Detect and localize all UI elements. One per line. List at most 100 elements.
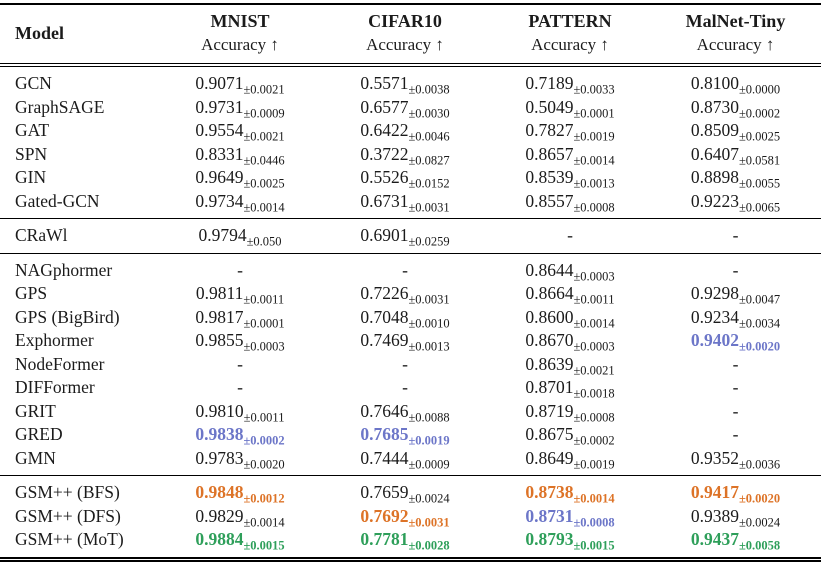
accuracy-value: 0.8600: [525, 306, 574, 327]
accuracy-std: ±0.0001: [243, 316, 285, 330]
accuracy-cell: 0.9884±0.0015: [160, 528, 320, 559]
accuracy-cell: 0.8639±0.0021: [490, 353, 650, 377]
accuracy-std: ±0.0002: [573, 433, 615, 448]
accuracy-cell: -: [402, 377, 408, 397]
accuracy-value: 0.7827: [525, 120, 574, 140]
accuracy-cell: -: [650, 252, 821, 282]
accuracy-cell: 0.8670±0.0003: [490, 329, 650, 353]
accuracy-cell: 0.9810±0.0011: [160, 400, 320, 424]
accuracy-value: 0.8701: [525, 377, 574, 397]
accuracy-value: 0.9554: [195, 120, 244, 140]
accuracy-value: 0.8657: [525, 143, 574, 164]
accuracy-value: 0.8649: [525, 447, 574, 468]
accuracy-cell: 0.9389±0.0024: [650, 505, 821, 529]
accuracy-std: ±0.0014: [573, 153, 615, 167]
accuracy-value: 0.7226: [360, 283, 409, 303]
accuracy-value: 0.8331: [195, 143, 244, 164]
accuracy-cell: 0.9817±0.0001: [160, 306, 320, 330]
accuracy-value: 0.8639: [525, 353, 574, 374]
accuracy-std: ±0.0003: [573, 339, 615, 354]
accuracy-cell: 0.9071±0.0021: [160, 65, 320, 96]
accuracy-value: 0.9389: [690, 505, 739, 526]
column-header-cifar10: CIFAR10 Accuracy ↑: [320, 4, 490, 67]
accuracy-cell: 0.7781±0.0028: [320, 528, 490, 559]
model-name: SPN: [15, 143, 48, 164]
accuracy-cell: 0.8644±0.0003: [490, 252, 650, 282]
accuracy-cell: -: [732, 377, 739, 397]
accuracy-std: ±0.0024: [738, 515, 781, 529]
accuracy-value: 0.7781: [360, 529, 409, 549]
dataset-name: MalNet-Tiny: [685, 11, 786, 31]
accuracy-value: 0.7444: [360, 447, 409, 468]
accuracy-value: 0.8793: [525, 529, 574, 549]
accuracy-value: 0.8731: [525, 505, 574, 526]
accuracy-cell: -: [490, 218, 650, 253]
dataset-name: PATTERN: [528, 11, 612, 31]
accuracy-value: 0.9417: [690, 482, 739, 502]
accuracy-value: 0.7692: [360, 505, 409, 526]
accuracy-cell: 0.7469±0.0013: [320, 329, 490, 353]
accuracy-cell: 0.9402±0.0020: [650, 329, 821, 353]
table-row: GPS (BigBird) 0.9817±0.0001 0.7048±0.0010 0…: [0, 306, 821, 330]
accuracy-cell: -: [732, 400, 739, 421]
header-row: Model MNIST Accuracy ↑ CIFAR10 Accuracy …: [0, 4, 821, 67]
accuracy-cell: 0.9734±0.0014: [160, 190, 320, 219]
accuracy-value: 0.9794: [198, 225, 247, 245]
accuracy-cell: -: [237, 377, 243, 397]
accuracy-std: ±0.0014: [573, 316, 615, 330]
column-header-mnist: MNIST Accuracy ↑: [160, 4, 320, 67]
model-name: GAT: [15, 120, 50, 140]
results-table: Model MNIST Accuracy ↑ CIFAR10 Accuracy …: [0, 3, 821, 562]
accuracy-std: ±0.0065: [738, 200, 781, 214]
accuracy-value: 0.7685: [360, 424, 409, 444]
accuracy-cell: 0.5049±0.0001: [490, 96, 650, 120]
accuracy-value: 0.9298: [690, 283, 739, 303]
accuracy-value: 0.8738: [525, 482, 574, 502]
accuracy-std: ±0.0025: [738, 129, 781, 144]
accuracy-std: ±0.0021: [573, 363, 615, 377]
accuracy-std: ±0.0152: [408, 176, 450, 191]
metric-label: Accuracy ↑: [201, 35, 279, 54]
accuracy-cell: 0.3722±0.0827: [320, 143, 490, 167]
accuracy-std: ±0.0008: [573, 410, 615, 424]
accuracy-cell: 0.9234±0.0034: [650, 306, 821, 330]
accuracy-std: ±0.0014: [243, 200, 285, 214]
accuracy-cell: 0.5526±0.0152: [320, 166, 490, 190]
accuracy-value: 0.9437: [690, 529, 739, 549]
accuracy-cell: 0.8557±0.0008: [490, 190, 650, 219]
accuracy-cell: 0.9223±0.0065: [650, 190, 821, 219]
accuracy-cell: 0.6422±0.0046: [320, 119, 490, 143]
table-header: Model MNIST Accuracy ↑ CIFAR10 Accuracy …: [0, 4, 821, 67]
accuracy-value: 0.8730: [690, 96, 739, 117]
table-row: GSM++ (DFS) 0.9829±0.0014 0.7692±0.0031 0.8…: [0, 505, 821, 529]
column-header-malnet-tiny: MalNet-Tiny Accuracy ↑: [650, 4, 821, 67]
model-name: GMN: [15, 447, 56, 468]
accuracy-std: ±0.0008: [573, 200, 615, 214]
accuracy-std: ±0.0021: [243, 82, 285, 97]
accuracy-cell: 0.8898±0.0055: [650, 166, 821, 190]
accuracy-cell: 0.7444±0.0009: [320, 447, 490, 476]
model-name: GSM++ (DFS): [15, 505, 121, 526]
accuracy-std: ±0.0014: [243, 515, 285, 529]
accuracy-cell: 0.9437±0.0058: [650, 528, 821, 559]
accuracy-cell: 0.8539±0.0013: [490, 166, 650, 190]
accuracy-std: ±0.0019: [408, 433, 450, 448]
accuracy-value: 0.9352: [690, 447, 739, 468]
accuracy-value: 0.8675: [525, 424, 574, 444]
dataset-name: CIFAR10: [368, 11, 442, 31]
model-name: CRaWl: [0, 218, 160, 253]
dataset-name: MNIST: [210, 11, 270, 31]
model-name: NAGphormer: [0, 252, 160, 282]
accuracy-value: 0.6577: [360, 96, 409, 117]
accuracy-cell: 0.7226±0.0031: [320, 282, 490, 306]
results-table-body: GCN 0.9071±0.0021 0.5571±0.0038 0.7189±0.00…: [0, 65, 821, 559]
accuracy-cell: 0.6901±0.0259: [320, 218, 490, 253]
accuracy-value: 0.9838: [195, 424, 244, 444]
accuracy-cell: 0.8657±0.0014: [490, 143, 650, 167]
accuracy-value: 0.9223: [690, 190, 739, 211]
accuracy-std: ±0.0581: [738, 153, 781, 167]
accuracy-cell: 0.9829±0.0014: [160, 505, 320, 529]
accuracy-cell: 0.8100±0.0000: [650, 65, 821, 96]
accuracy-value: 0.9731: [195, 96, 244, 117]
accuracy-value: 0.3722: [360, 143, 409, 164]
